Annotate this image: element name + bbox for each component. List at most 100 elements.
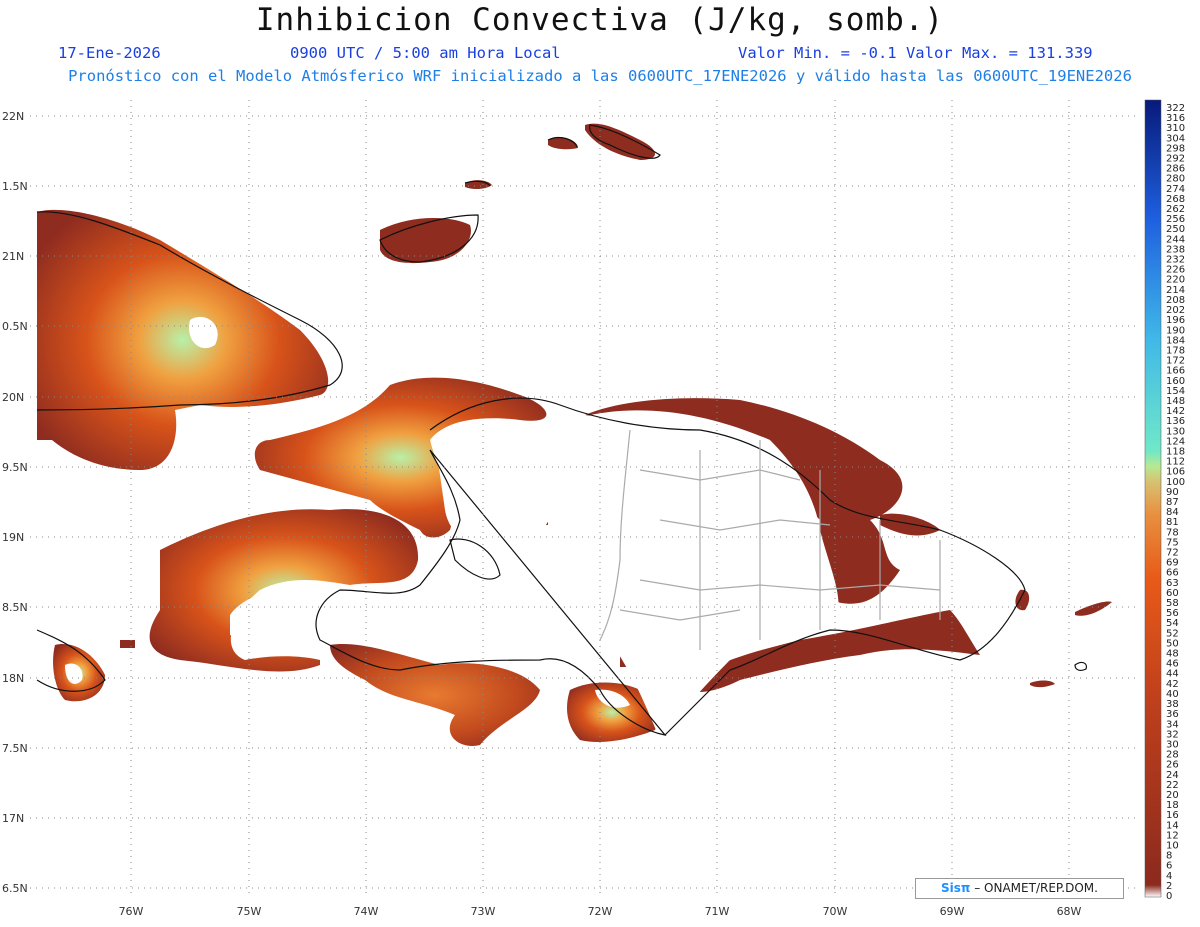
colorbar-label: 14 xyxy=(1166,820,1179,831)
map-frame xyxy=(30,100,1138,897)
lon-axis-labels: 76W 75W 74W 73W 72W 71W 70W 69W 68W xyxy=(119,905,1082,918)
colorbar-label: 12 xyxy=(1166,830,1179,841)
colorbar-label: 66 xyxy=(1166,568,1179,579)
time-label: 0900 UTC / 5:00 am Hora Local xyxy=(290,44,561,62)
colorbar-label: 50 xyxy=(1166,638,1179,649)
colorbar-label: 250 xyxy=(1166,224,1185,235)
lon-label: 74W xyxy=(354,905,379,918)
colorbar-label: 52 xyxy=(1166,628,1179,639)
sis-logo: Sisπ xyxy=(941,881,971,895)
colorbar-label: 172 xyxy=(1166,356,1185,367)
colorbar-label: 112 xyxy=(1166,457,1185,468)
colorbar-label: 184 xyxy=(1166,335,1185,346)
colorbar-label: 6 xyxy=(1166,861,1172,872)
colorbar-label: 87 xyxy=(1166,497,1179,508)
colorbar-label: 60 xyxy=(1166,588,1179,599)
lat-label: 17N xyxy=(2,812,24,825)
colorbar-labels: 3223163103042982922862802742682622562502… xyxy=(1166,103,1185,902)
colorbar-label: 118 xyxy=(1166,446,1185,457)
lon-label: 68W xyxy=(1057,905,1082,918)
colorbar-label: 256 xyxy=(1166,214,1185,225)
colorbar-label: 75 xyxy=(1166,537,1179,548)
colorbar-label: 106 xyxy=(1166,467,1185,478)
colorbar-label: 232 xyxy=(1166,255,1185,266)
colorbar-label: 44 xyxy=(1166,669,1179,680)
colorbar-label: 34 xyxy=(1166,719,1179,730)
colorbar-label: 208 xyxy=(1166,295,1185,306)
coastlines xyxy=(36,124,1087,736)
colorbar-label: 22 xyxy=(1166,780,1179,791)
colorbar-label: 81 xyxy=(1166,517,1179,528)
colorbar-label: 42 xyxy=(1166,679,1179,690)
colorbar-label: 48 xyxy=(1166,649,1179,660)
credit-box: Sisπ – ONAMET/REP.DOM. xyxy=(915,878,1124,899)
colorbar-label: 154 xyxy=(1166,386,1185,397)
province-borders xyxy=(599,429,941,650)
colorbar: 3223163103042982922862802742682622562502… xyxy=(1144,99,1185,902)
colorbar-label: 298 xyxy=(1166,143,1185,154)
map-title: Inhibicion Convectiva (J/kg, somb.) xyxy=(255,2,945,38)
colorbar-label: 304 xyxy=(1166,133,1185,144)
colorbar-label: 32 xyxy=(1166,729,1179,740)
colorbar-label: 274 xyxy=(1166,184,1185,195)
lat-label: 1.5N xyxy=(2,180,28,193)
lat-label: 20N xyxy=(2,391,24,404)
colorbar-label: 84 xyxy=(1166,507,1179,518)
colorbar-label: 78 xyxy=(1166,527,1179,538)
map-canvas: 22N 1.5N 21N 0.5N 20N 9.5N 19N 8.5N 18N … xyxy=(2,99,1185,918)
colorbar-label: 18 xyxy=(1166,800,1179,811)
colorbar-label: 100 xyxy=(1166,477,1185,488)
lon-label: 75W xyxy=(237,905,262,918)
colorbar-label: 72 xyxy=(1166,548,1179,559)
colorbar-label: 268 xyxy=(1166,194,1185,205)
lat-label: 9.5N xyxy=(2,461,28,474)
colorbar-label: 280 xyxy=(1166,174,1185,185)
colorbar-label: 16 xyxy=(1166,810,1179,821)
lat-label: 6.5N xyxy=(2,882,28,895)
cin-zero-areas xyxy=(65,316,839,740)
colorbar-label: 142 xyxy=(1166,406,1185,417)
colorbar-label: 166 xyxy=(1166,366,1185,377)
credit-org: – ONAMET/REP.DOM. xyxy=(970,881,1098,895)
colorbar-label: 124 xyxy=(1166,436,1185,447)
lon-label: 69W xyxy=(940,905,965,918)
colorbar-label: 58 xyxy=(1166,598,1179,609)
lon-label: 72W xyxy=(588,905,613,918)
lat-label: 21N xyxy=(2,250,24,263)
colorbar-label: 56 xyxy=(1166,608,1179,619)
colorbar-label: 69 xyxy=(1166,558,1179,569)
lat-label: 22N xyxy=(2,110,24,123)
colorbar-label: 310 xyxy=(1166,123,1185,134)
colorbar-label: 40 xyxy=(1166,689,1179,700)
colorbar-label: 148 xyxy=(1166,396,1185,407)
lat-axis-labels: 22N 1.5N 21N 0.5N 20N 9.5N 19N 8.5N 18N … xyxy=(2,110,28,895)
colorbar-label: 322 xyxy=(1166,103,1185,114)
colorbar-label: 136 xyxy=(1166,416,1185,427)
colorbar-label: 20 xyxy=(1166,790,1179,801)
minmax-label: Valor Min. = -0.1 Valor Max. = 131.339 xyxy=(738,44,1093,62)
colorbar-label: 316 xyxy=(1166,113,1185,124)
colorbar-label: 54 xyxy=(1166,618,1179,629)
lon-label: 76W xyxy=(119,905,144,918)
lat-label: 19N xyxy=(2,531,24,544)
date-label: 17-Ene-2026 xyxy=(58,44,161,62)
colorbar-label: 196 xyxy=(1166,315,1185,326)
colorbar-label: 292 xyxy=(1166,154,1185,165)
colorbar-label: 90 xyxy=(1166,487,1179,498)
colorbar-label: 63 xyxy=(1166,578,1179,589)
lat-label: 7.5N xyxy=(2,742,28,755)
colorbar-label: 30 xyxy=(1166,739,1179,750)
colorbar-label: 244 xyxy=(1166,234,1185,245)
colorbar-label: 262 xyxy=(1166,204,1185,215)
lon-label: 73W xyxy=(471,905,496,918)
colorbar-label: 46 xyxy=(1166,659,1179,670)
colorbar-label: 238 xyxy=(1166,244,1185,255)
model-info-label: Pronóstico con el Modelo Atmósferico WRF… xyxy=(68,67,1132,85)
colorbar-label: 130 xyxy=(1166,426,1185,437)
lat-label: 18N xyxy=(2,672,24,685)
colorbar-label: 178 xyxy=(1166,345,1185,356)
lat-label: 0.5N xyxy=(2,320,28,333)
colorbar-label: 28 xyxy=(1166,750,1179,761)
colorbar-label: 26 xyxy=(1166,760,1179,771)
colorbar-label: 38 xyxy=(1166,699,1179,710)
